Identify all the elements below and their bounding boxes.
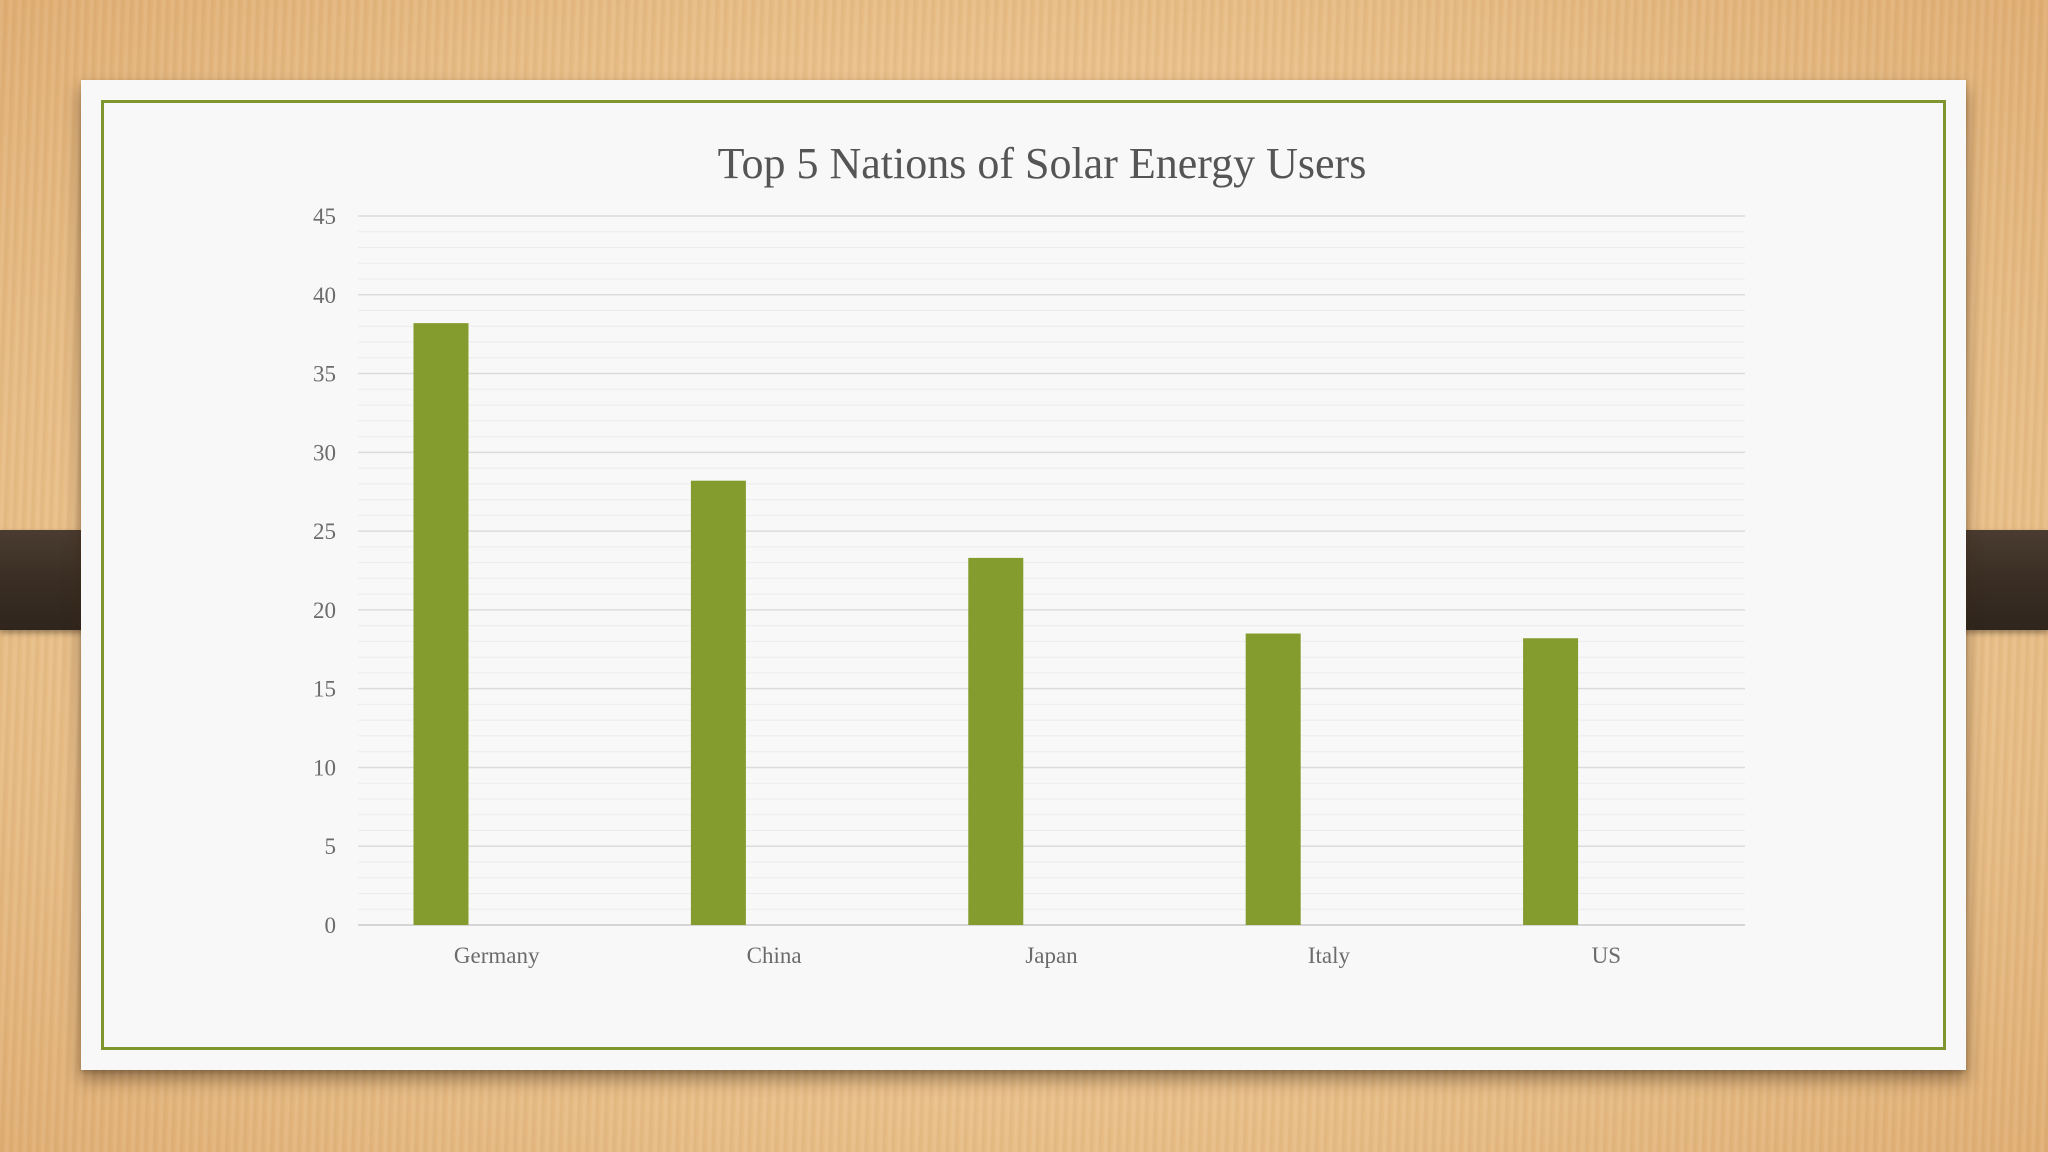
bar-germany xyxy=(413,323,469,925)
bars xyxy=(413,323,1579,925)
x-tick-label-us: US xyxy=(1592,943,1621,968)
y-tick-label-0: 0 xyxy=(325,913,337,938)
bar-us xyxy=(1523,638,1579,925)
y-tick-label-20: 20 xyxy=(313,598,336,623)
y-tick-label-5: 5 xyxy=(325,834,337,859)
y-tick-label-45: 45 xyxy=(313,204,336,229)
bar-japan xyxy=(968,557,1024,925)
bar-italy xyxy=(1245,633,1301,925)
y-tick-label-15: 15 xyxy=(313,677,336,702)
y-tick-label-25: 25 xyxy=(313,519,336,544)
y-tick-label-35: 35 xyxy=(313,362,336,387)
y-axis-ticks: 0 5 10 15 20 25 30 35 40 45 xyxy=(313,204,336,938)
slide-card xyxy=(81,80,1966,1070)
x-tick-label-china: China xyxy=(747,943,802,968)
x-axis-ticks: Germany China Japan Italy US xyxy=(454,943,1621,968)
slide-frame xyxy=(101,100,1946,1050)
x-tick-label-germany: Germany xyxy=(454,943,540,968)
bar-china xyxy=(690,480,746,925)
y-tick-label-30: 30 xyxy=(313,440,336,465)
y-tick-label-40: 40 xyxy=(313,283,336,308)
chart-title: Top 5 Nations of Solar Energy Users xyxy=(718,139,1367,188)
x-tick-label-japan: Japan xyxy=(1025,943,1078,968)
x-tick-label-italy: Italy xyxy=(1308,943,1351,968)
y-tick-label-10: 10 xyxy=(313,755,336,780)
gridlines xyxy=(358,215,1745,926)
